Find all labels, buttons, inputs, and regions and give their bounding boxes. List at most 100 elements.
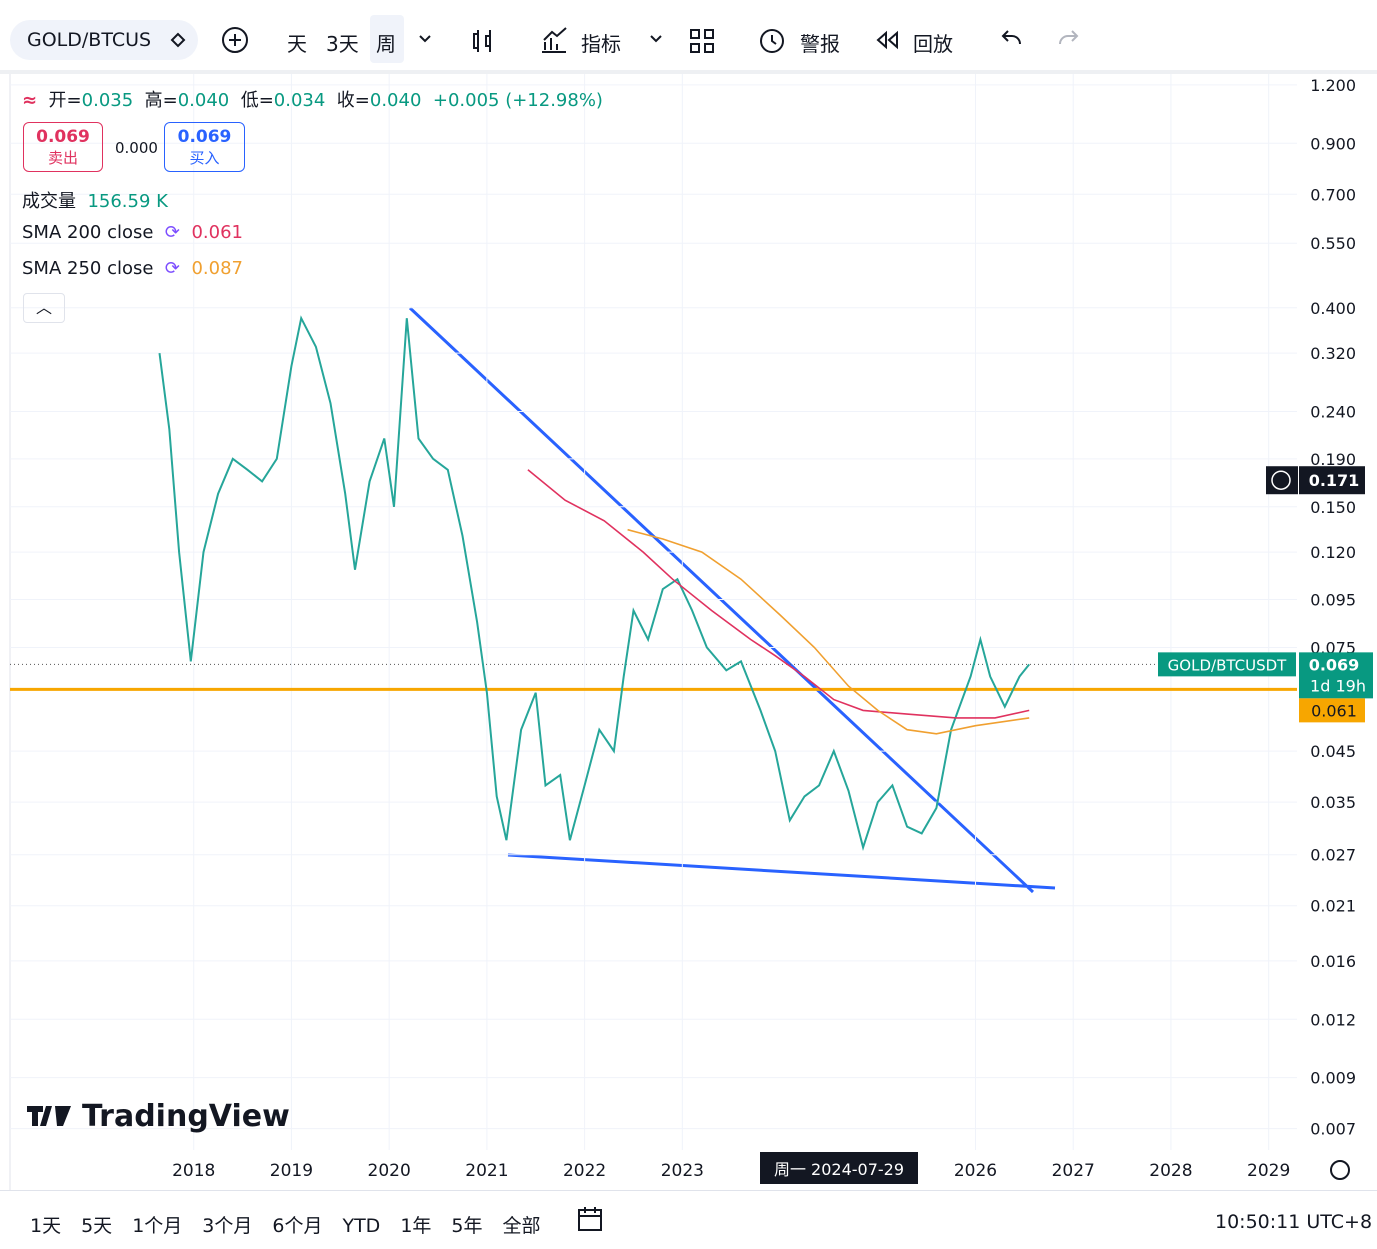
label: SMA 200 close [22,222,154,243]
label: 高= [144,90,178,111]
label: 成交量 [22,191,76,212]
x-tick-label: 2019 [270,1161,313,1181]
x-tick-label: 2026 [954,1161,997,1181]
interval[interactable]: 周 [376,32,396,56]
y-tick-label: 0.120 [1310,543,1356,562]
x-tick-label: 2028 [1149,1161,1192,1181]
y-tick-label: 0.007 [1310,1120,1356,1139]
buy-label: 买入 [189,149,220,167]
crosshair-plus [1271,470,1291,490]
y-tick-label: 0.021 [1310,897,1356,916]
sma250-row: SMA 250 close ⟳ 0.087 [22,258,243,279]
legend: ≈ 开=0.035 高=0.040 低=0.034 收=0.040 +0.005… [22,86,603,112]
value: 0.035 [81,90,134,111]
crosshair-date: 周一 2024-07-29 [774,1160,904,1179]
x-tick-label: 2029 [1247,1161,1290,1181]
range-button[interactable]: 1个月 [132,1215,183,1237]
spread: 0.000 [115,139,158,157]
value: 0.040 [177,90,230,111]
range-bar: 1天 5天 1个月 3个月 6个月 YTD 1年 5年 全部 [30,1211,561,1238]
settings-icon [1330,1160,1350,1180]
interval[interactable]: 3天 [326,32,359,56]
range-button[interactable]: 1天 [30,1215,62,1237]
value: 0.061 [191,222,243,243]
x-tick-label: 2021 [465,1161,508,1181]
toolbar: GOLD/BTCUS 天 3天 周 指标 警报 回放 [0,0,1377,74]
clock: 10:50:11 UTC+8 [1215,1211,1373,1233]
range-button[interactable]: 5天 [81,1215,113,1237]
y-tick-label: 0.095 [1310,590,1356,609]
crosshair-price: 0.171 [1309,471,1360,490]
x-tick-label: 2018 [172,1161,215,1181]
date-range-icon[interactable] [576,1205,606,1235]
range-button[interactable]: 5年 [451,1215,483,1237]
crosshair-date-bg [760,1152,918,1184]
y-tick-label: 0.900 [1310,134,1356,153]
chart: 1.200 0.900 0.700 0.550 0.400 0.320 0.240 0.190… [9,74,1377,1190]
interval-active-bg [370,15,404,63]
sell-button[interactable]: 0.069 卖出 [23,122,103,172]
alert-button[interactable]: 警报 [800,32,840,56]
symbol-button[interactable] [10,20,198,60]
series-line [627,528,1030,735]
y-tick-label: 0.027 [1310,846,1356,865]
y-tick-label: 0.045 [1310,742,1356,761]
y-tick-label: 0.016 [1310,952,1356,971]
toolbar-icons [170,27,1079,53]
y-tick-label: 0.550 [1310,234,1356,253]
range-button[interactable]: YTD [342,1215,381,1237]
value: 0.034 [273,90,326,111]
range-button[interactable]: 6个月 [272,1215,323,1237]
buy-button[interactable]: 0.069 买入 [164,122,245,172]
trend-drawing [408,306,1056,894]
x-tick-label: 2020 [368,1161,411,1181]
indicators-button[interactable]: 指标 [581,32,621,56]
y-tick-label: 0.012 [1310,1010,1356,1029]
logo-text: TradingView [82,1099,290,1134]
level-label: 0.061 [1311,701,1357,720]
symbol[interactable]: GOLD/BTCUS [27,29,152,51]
y-tick-label: 0.320 [1310,344,1356,363]
interval[interactable]: 天 [287,32,307,56]
value: 0.040 [369,90,422,111]
y-tick-label: 0.150 [1310,498,1356,517]
replay-button[interactable]: 回放 [913,32,953,56]
label: 开= [48,90,82,111]
footer: 1天 5天 1个月 3个月 6个月 YTD 1年 5年 全部 10:50:11 UTC+8 [0,1190,1377,1249]
price-axis [1297,74,1377,1190]
y-tick-label: 0.240 [1310,402,1356,421]
last-price-name: GOLD/BTCUSDT [1168,656,1287,674]
series-line [158,315,1030,851]
sma200-row: SMA 200 close ⟳ 0.061 [22,222,243,243]
sell-price: 0.069 [36,127,90,147]
crosshair-price-bg [1299,466,1365,495]
collapse-button[interactable]: ︿ [23,293,65,323]
last-price: 0.069 [1309,655,1360,674]
y-tick-label: 0.035 [1310,793,1356,812]
label: 低= [240,90,274,111]
last-price-name-bg [1158,652,1296,677]
level-bg [1299,698,1365,723]
crosshair-plus-bg [1266,466,1298,495]
y-tick-label: 0.400 [1310,299,1356,318]
range-button[interactable]: 3个月 [202,1215,253,1237]
sell-label: 卖出 [47,149,78,167]
volume-row: 成交量 156.59 K [22,187,168,213]
range-button[interactable]: 1年 [400,1215,432,1237]
x-tick-label: 2027 [1052,1161,1095,1181]
range-button[interactable]: 全部 [502,1215,541,1237]
label: 收= [336,90,370,111]
y-tick-label: 1.200 [1310,76,1356,95]
countdown: 1d 19h [1310,676,1366,695]
buy-price: 0.069 [177,127,232,147]
x-tick-label: 2022 [563,1161,606,1181]
label: SMA 250 close [22,258,154,279]
value: 156.59 K [87,191,168,212]
y-tick-label: 0.700 [1310,185,1356,204]
logo: TradingView [27,1099,290,1134]
y-tick-label: 0.190 [1310,450,1356,469]
legend-icon: ≈ [22,90,38,111]
change: +0.005 (+12.98%) [432,90,603,111]
y-tick-label: 0.009 [1310,1069,1356,1088]
